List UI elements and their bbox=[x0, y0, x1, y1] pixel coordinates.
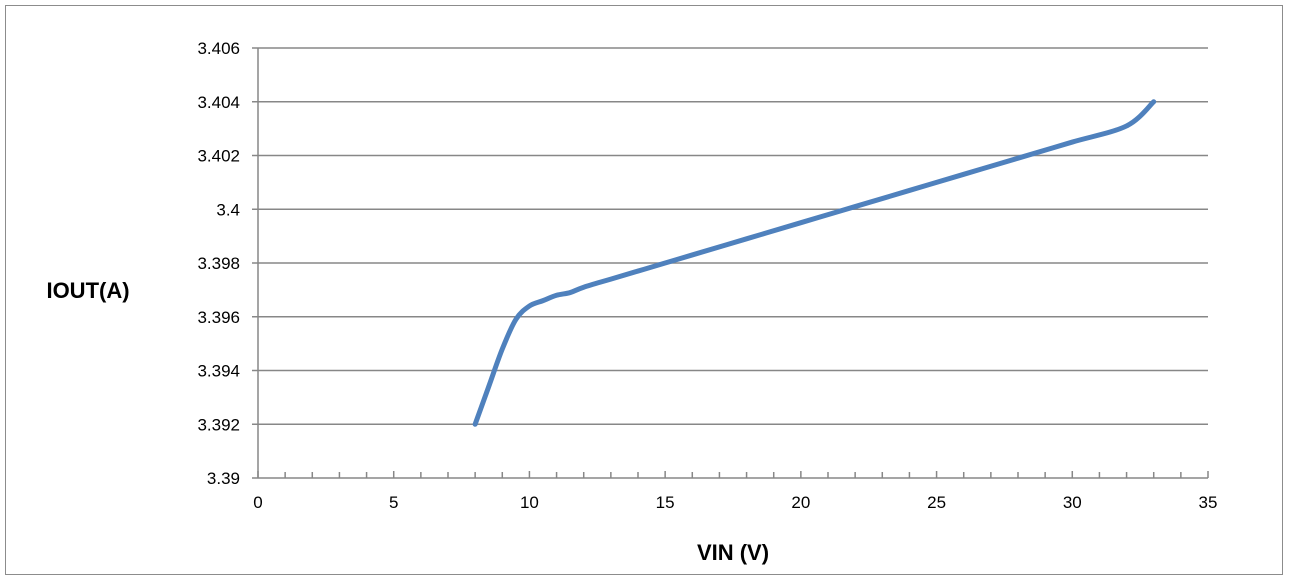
x-tick-label: 10 bbox=[520, 493, 539, 512]
y-tick-label: 3.404 bbox=[197, 93, 240, 112]
y-axis-title: IOUT(A) bbox=[46, 278, 129, 303]
y-tick-label: 3.39 bbox=[207, 469, 240, 488]
chart-frame bbox=[5, 5, 1283, 575]
x-tick-label: 25 bbox=[927, 493, 946, 512]
series-line bbox=[472, 99, 1157, 427]
y-tick-label: 3.406 bbox=[197, 39, 240, 58]
x-tick-labels: 0 5 10 15 20 25 30 35 bbox=[253, 493, 1217, 512]
x-tick-label: 35 bbox=[1199, 493, 1218, 512]
y-tick-label: 3.392 bbox=[197, 415, 240, 434]
y-tick-label: 3.394 bbox=[197, 362, 240, 381]
x-tick-label: 30 bbox=[1063, 493, 1082, 512]
y-tick-label: 3.4 bbox=[216, 200, 240, 219]
series-layer bbox=[472, 99, 1157, 427]
x-tick-label: 0 bbox=[253, 493, 262, 512]
y-tick-label: 3.402 bbox=[197, 147, 240, 166]
x-tick-label: 5 bbox=[389, 493, 398, 512]
x-axis-title: VIN (V) bbox=[697, 540, 769, 565]
x-tick-label: 15 bbox=[656, 493, 675, 512]
x-tick-label: 20 bbox=[791, 493, 810, 512]
y-tick-labels: 3.39 3.392 3.394 3.396 3.398 3.4 3.402 3.404 3.4… bbox=[197, 39, 240, 488]
grid-lines bbox=[258, 47, 1208, 425]
x-axis bbox=[252, 47, 1209, 479]
y-tick-label: 3.398 bbox=[197, 254, 240, 273]
y-tick-label: 3.396 bbox=[197, 308, 240, 327]
